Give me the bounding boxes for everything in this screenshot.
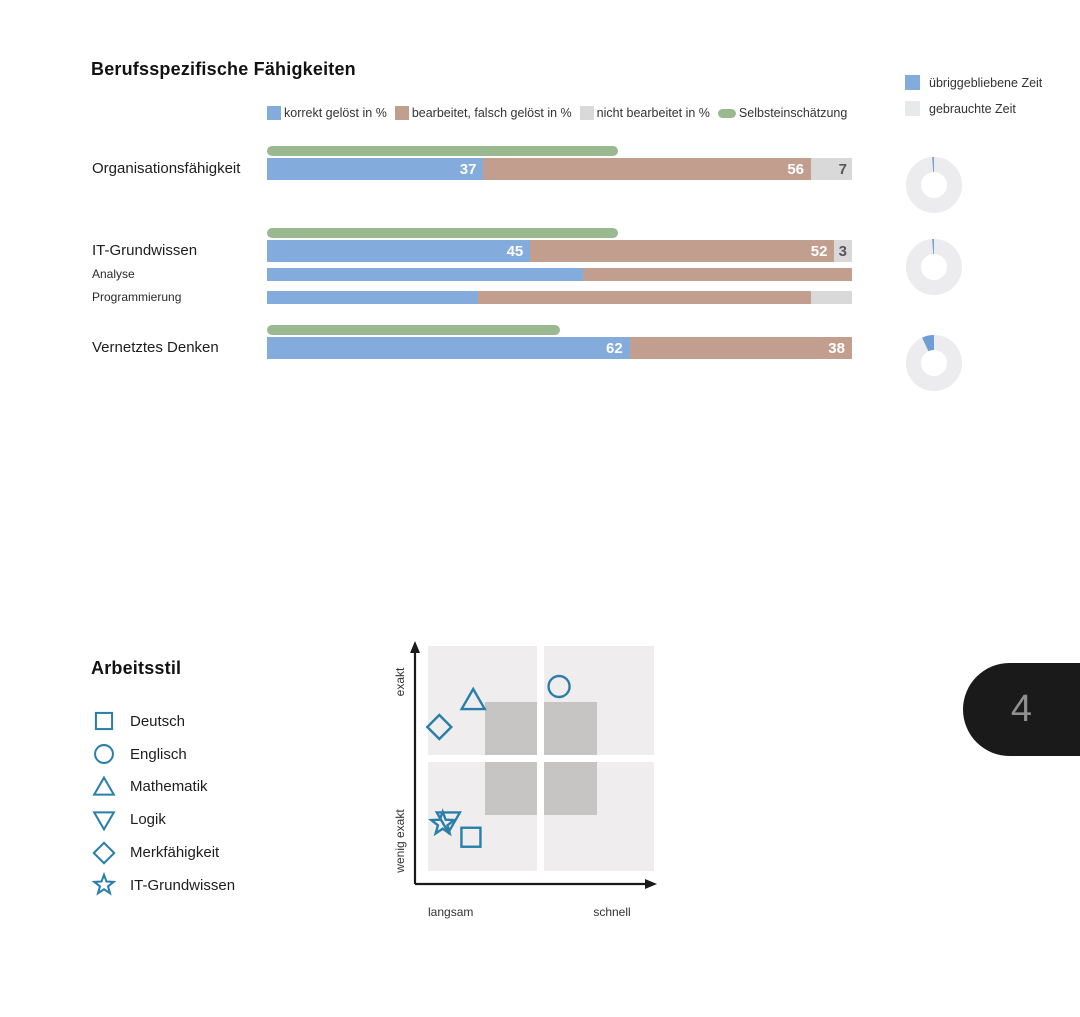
scatter-markers	[425, 674, 571, 848]
time-legend-item: gebrauchte Zeit	[905, 101, 1042, 116]
time-legend-swatch	[905, 101, 920, 116]
page-number-tab[interactable]: 4	[963, 663, 1080, 756]
bar-segment-korrekt	[267, 291, 478, 304]
x-axis-left-label: langsam	[428, 905, 473, 919]
legend-swatch	[394, 106, 409, 120]
style-legend-label: IT-Grundwissen	[130, 876, 236, 894]
legend-swatch	[579, 106, 594, 120]
bar-segment-korrekt: 62	[267, 337, 630, 359]
bar-chart-legend: korrekt gelöst in % bearbeitet, falsch ge…	[267, 106, 847, 120]
legend-label: korrekt gelöst in %	[284, 106, 387, 120]
quadrant-inner-cell	[485, 762, 537, 815]
time-donut	[906, 239, 962, 295]
bar-segment-falsch: 56	[483, 158, 812, 180]
bar-segment-falsch: 52	[530, 240, 835, 262]
time-legend-item: übriggebliebene Zeit	[905, 75, 1042, 90]
time-legend: übriggebliebene Zeit gebrauchte Zeit	[905, 75, 1042, 127]
bar-row-label: Organisationsfähigkeit	[92, 160, 241, 177]
bar-segment-falsch	[477, 291, 812, 304]
style-legend-label: Englisch	[130, 745, 187, 763]
legend-item: Selbsteinschätzung	[717, 106, 848, 120]
time-legend-label: übriggebliebene Zeit	[929, 75, 1043, 90]
x-axis-right-label: schnell	[593, 905, 630, 919]
scatter-marker-square	[460, 826, 482, 848]
donut-remaining-time-slice	[906, 335, 962, 391]
stacked-bar: 45 52 3	[267, 240, 852, 262]
scatter-marker-star	[427, 808, 458, 837]
skills-bar-chart: Organisationsfähigkeit 37 56 7 IT-Grundwisse…	[92, 140, 854, 380]
time-donut	[906, 335, 962, 391]
quadrant-inner-cell	[485, 702, 537, 755]
time-legend-label: gebrauchte Zeit	[929, 101, 1016, 116]
bar-segment-nicht	[811, 291, 852, 304]
legend-swatch	[267, 106, 281, 120]
style-legend-item: Merkfähigkeit	[91, 836, 235, 869]
legend-label: Selbsteinschätzung	[738, 106, 848, 120]
triangle-down-icon	[92, 811, 116, 832]
bar-segment-nicht: 3	[834, 240, 852, 262]
star-icon	[91, 872, 117, 897]
x-axis-arrowhead	[645, 879, 657, 889]
legend-item: bearbeitet, falsch gelöst in %	[394, 106, 572, 120]
style-legend-label: Mathematik	[130, 778, 208, 796]
square-icon	[94, 712, 114, 731]
time-legend-swatch	[905, 75, 920, 90]
stacked-bar	[267, 291, 852, 304]
workstyle-quadrant-chart: exakt wenig exakt langsam schnell	[393, 641, 657, 919]
bar-row-label: IT-Grundwissen	[92, 242, 198, 259]
y-axis-bottom-label: wenig exakt	[393, 809, 407, 874]
scatter-marker-triangle-up	[459, 686, 487, 711]
scatter-marker-circle	[547, 674, 571, 699]
circle-icon	[94, 744, 114, 765]
bar-segment-korrekt	[267, 268, 583, 281]
time-donut	[906, 157, 962, 213]
legend-swatch	[717, 108, 736, 118]
donut-used-time-ring	[906, 157, 962, 213]
legend-item: korrekt gelöst in %	[267, 106, 387, 120]
y-axis-top-label: exakt	[393, 667, 407, 696]
bar-segment-nicht: 7	[811, 158, 852, 180]
style-legend-item: Deutsch	[91, 705, 235, 738]
bar-row-label: Vernetztes Denken	[92, 339, 219, 356]
stacked-bar	[267, 268, 852, 281]
bar-segment-falsch	[582, 268, 852, 281]
style-legend-item: Englisch	[91, 738, 235, 771]
style-legend-item: IT-Grundwissen	[91, 869, 235, 902]
quadrant-inner-cell	[544, 762, 597, 815]
bar-row-label: Analyse	[92, 267, 135, 281]
bar-row-label: Programmierung	[92, 290, 182, 304]
legend-label: nicht bearbeitet in %	[596, 106, 710, 120]
y-axis-arrowhead	[410, 641, 420, 653]
quadrant-inner-cell	[544, 702, 597, 755]
scatter-marker-triangle-down	[434, 811, 462, 835]
skills-section-title: Berufsspezifische Fähigkeiten	[91, 59, 356, 79]
style-legend-label: Logik	[130, 811, 166, 829]
workstyle-legend: Deutsch Englisch Mathematik Logik Merkfähigk…	[91, 705, 235, 902]
self-assessment-bar	[267, 325, 560, 335]
page-number: 4	[1010, 688, 1033, 730]
bar-segment-falsch: 38	[629, 337, 852, 359]
workstyle-section-title: Arbeitsstil	[91, 658, 182, 678]
scatter-marker-diamond	[425, 713, 453, 741]
self-assessment-bar	[267, 146, 618, 156]
axes	[410, 641, 657, 889]
stacked-bar: 37 56 7	[267, 158, 852, 180]
legend-label: bearbeitet, falsch gelöst in %	[411, 106, 572, 120]
style-legend-label: Deutsch	[130, 712, 186, 730]
diamond-icon	[92, 840, 116, 865]
stacked-bar: 62 38	[267, 337, 852, 359]
style-legend-item: Logik	[91, 803, 235, 836]
style-legend-item: Mathematik	[91, 771, 235, 804]
legend-item: nicht bearbeitet in %	[579, 106, 710, 120]
donut-used-time-ring	[906, 239, 962, 295]
style-legend-label: Merkfähigkeit	[130, 844, 220, 862]
bar-segment-korrekt: 37	[267, 158, 484, 180]
quadrant-backgrounds	[428, 646, 654, 871]
bar-segment-korrekt: 45	[267, 240, 531, 262]
self-assessment-bar	[267, 228, 618, 238]
triangle-up-icon	[92, 775, 116, 796]
